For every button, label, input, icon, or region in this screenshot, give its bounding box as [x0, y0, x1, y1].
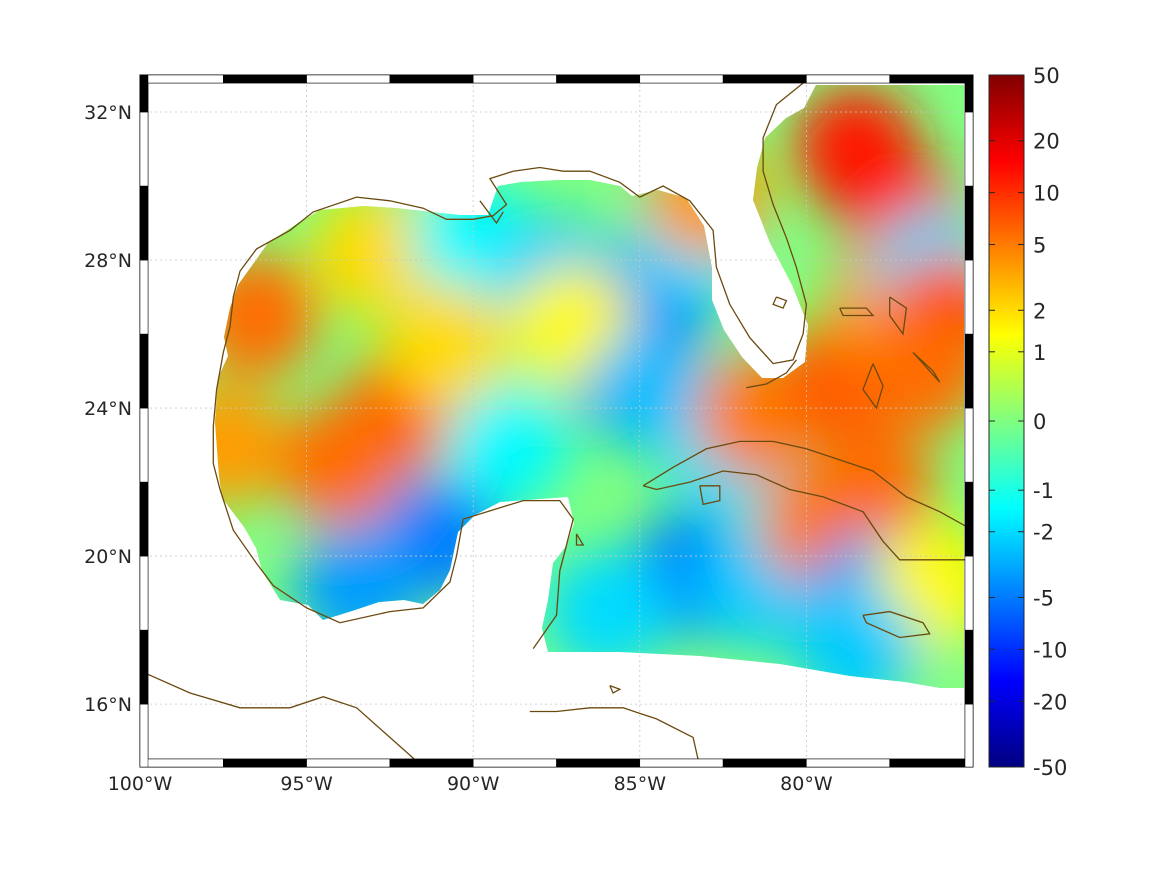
coastline	[140, 670, 424, 767]
x-tick-label: 85°W	[614, 773, 667, 795]
frame-segment-left	[139, 407, 149, 483]
frame-segment-bottom	[389, 758, 474, 768]
frame-segment-right	[964, 629, 974, 705]
field-blob	[311, 190, 436, 315]
frame-segment-top	[223, 74, 307, 84]
coastline	[609, 684, 622, 694]
frame-segment-right	[964, 259, 974, 335]
y-tick-label: 32°N	[84, 102, 132, 124]
frame-segment-bottom	[806, 758, 890, 768]
y-tick-label: 16°N	[84, 694, 132, 716]
field-blob	[384, 283, 509, 408]
frame-segment-bottom	[472, 758, 557, 768]
frame-segment-top	[639, 74, 724, 84]
frame-segment-top	[306, 74, 391, 84]
x-tick-label: 95°W	[280, 773, 333, 795]
frame-segment-right	[964, 333, 974, 409]
coastline	[912, 352, 941, 383]
frame-segment-left	[139, 185, 149, 261]
colorbar-tick-label: 0	[1033, 410, 1046, 434]
frame-segment-bottom	[639, 758, 724, 768]
frame-segment-right	[964, 407, 974, 483]
field-blob	[544, 549, 669, 674]
frame-segment-top	[389, 74, 474, 84]
x-tick-label: 80°W	[780, 773, 833, 795]
frame-segment-left	[139, 703, 149, 768]
frame-segment-left	[139, 481, 149, 557]
coastline	[772, 296, 788, 309]
frame-segment-bottom	[306, 758, 391, 768]
frame-segment-right	[964, 555, 974, 631]
colorbar-tick-label: 1	[1033, 341, 1046, 365]
coastline	[889, 296, 908, 336]
x-tick-label: 90°W	[447, 773, 500, 795]
y-tick-label: 24°N	[84, 398, 132, 420]
frame-segment-left	[139, 74, 149, 113]
coastline	[699, 485, 721, 506]
field-blob	[444, 383, 569, 508]
coastline	[212, 75, 814, 649]
colorbar-tick-label: -50	[1033, 756, 1067, 780]
frame-segment-right	[964, 185, 974, 261]
coastline	[862, 363, 884, 410]
frame-segment-top	[556, 74, 641, 84]
coastline	[529, 707, 701, 767]
y-tick-label: 20°N	[84, 546, 132, 568]
frame-segment-right	[964, 111, 974, 187]
coastlines	[140, 75, 973, 767]
coastline	[839, 307, 875, 317]
colorbar-tick-label: 2	[1033, 299, 1046, 323]
y-tick-labels: 32°N 28°N 24°N 20°N 16°N	[84, 102, 132, 716]
frame-segment-top	[139, 74, 224, 84]
x-tick-label: 100°W	[108, 773, 173, 795]
map-frame	[139, 74, 974, 768]
colorbar-tick-label: -20	[1033, 690, 1067, 714]
coastline	[642, 440, 973, 561]
colorbar-tick-label: 20	[1033, 130, 1060, 154]
frame-segment-left	[139, 111, 149, 187]
coastline	[479, 200, 504, 225]
frame-segment-bottom	[139, 758, 224, 768]
coastline	[575, 533, 585, 546]
frame-segment-bottom	[556, 758, 641, 768]
frame-segment-left	[139, 555, 149, 631]
field-blob	[811, 427, 936, 552]
coastline	[862, 610, 931, 639]
colorbar-tick-label: 5	[1033, 234, 1046, 258]
frame-segment-left	[139, 629, 149, 705]
coastline	[746, 359, 797, 389]
colorbar-tick-label: -2	[1033, 521, 1054, 545]
field-blob	[861, 309, 964, 434]
colorbar-tick-label: -5	[1033, 586, 1054, 610]
frame-segment-left	[139, 259, 149, 335]
frame-segment-bottom	[722, 758, 807, 768]
frame-segment-bottom	[223, 758, 307, 768]
colorbar-tick-label: -1	[1033, 479, 1054, 503]
frame-segment-top	[889, 74, 974, 84]
frame-segment-top	[722, 74, 807, 84]
frame-segment-top	[472, 74, 557, 84]
frame-segment-bottom	[889, 758, 974, 768]
y-tick-label: 28°N	[84, 250, 132, 272]
x-tick-labels: 100°W 95°W 90°W 85°W 80°W	[108, 773, 833, 795]
colorbar-tick-label: -10	[1033, 638, 1067, 662]
frame-segment-right	[964, 74, 974, 113]
frame-segment-right	[964, 481, 974, 557]
colorbar-tick-label: 10	[1033, 182, 1060, 206]
frame-segment-top	[806, 74, 890, 84]
frame-segment-right	[964, 703, 974, 768]
field-blob	[215, 383, 286, 508]
frame-segment-left	[139, 333, 149, 409]
field-blob	[277, 401, 402, 526]
colorbar-tick-label: 50	[1033, 64, 1060, 88]
